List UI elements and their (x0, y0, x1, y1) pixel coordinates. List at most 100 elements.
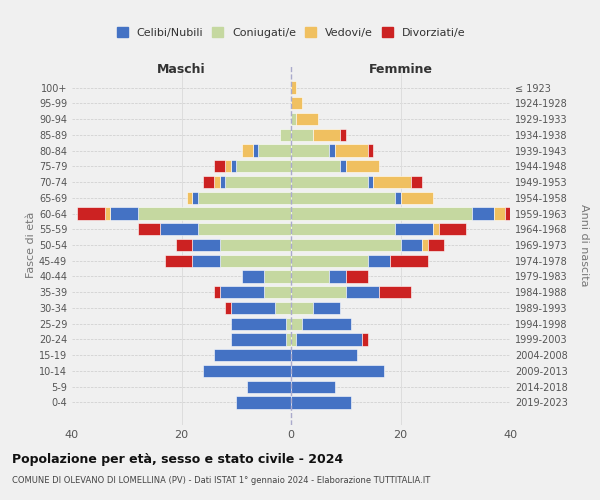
Bar (203, 365, 291, 377)
Bar (263, 270, 291, 282)
Bar (138, 223, 160, 235)
Bar (291, 97, 302, 110)
Bar (389, 254, 428, 267)
Bar (105, 208, 110, 220)
Bar (505, 208, 526, 220)
Bar (291, 365, 384, 377)
Bar (198, 223, 291, 235)
Bar (401, 192, 433, 204)
Bar (231, 318, 286, 330)
Bar (263, 286, 291, 298)
Bar (296, 113, 319, 125)
Bar (236, 160, 291, 172)
Bar (165, 254, 193, 267)
Bar (242, 270, 263, 282)
Bar (291, 286, 346, 298)
Bar (291, 176, 368, 188)
Bar (291, 270, 329, 282)
Bar (291, 396, 351, 408)
Bar (214, 349, 291, 362)
Bar (236, 396, 291, 408)
Bar (138, 208, 291, 220)
Y-axis label: Fasce di età: Fasce di età (26, 212, 36, 278)
Bar (214, 286, 220, 298)
Bar (291, 380, 335, 393)
Bar (291, 208, 472, 220)
Bar (395, 192, 401, 204)
Bar (220, 176, 226, 188)
Bar (77, 208, 105, 220)
Bar (214, 176, 220, 188)
Bar (291, 144, 329, 156)
Bar (214, 160, 226, 172)
Bar (379, 286, 412, 298)
Bar (313, 302, 340, 314)
Bar (226, 302, 231, 314)
Bar (401, 239, 422, 251)
Bar (291, 239, 401, 251)
Bar (296, 334, 362, 345)
Bar (291, 318, 302, 330)
Bar (368, 176, 373, 188)
Bar (226, 176, 291, 188)
Bar (242, 144, 253, 156)
Bar (187, 192, 193, 204)
Bar (275, 302, 291, 314)
Bar (220, 254, 291, 267)
Bar (291, 302, 313, 314)
Bar (231, 334, 286, 345)
Legend: Celibi/Nubili, Coniugati/e, Vedovi/e, Divorziati/e: Celibi/Nubili, Coniugati/e, Vedovi/e, Di… (116, 28, 466, 38)
Bar (291, 334, 296, 345)
Bar (373, 176, 412, 188)
Bar (313, 128, 340, 141)
Bar (176, 239, 193, 251)
Text: Maschi: Maschi (157, 64, 206, 76)
Bar (291, 254, 368, 267)
Bar (291, 82, 296, 94)
Bar (286, 318, 291, 330)
Bar (258, 144, 291, 156)
Bar (368, 254, 389, 267)
Bar (346, 160, 379, 172)
Bar (340, 160, 346, 172)
Bar (422, 239, 428, 251)
Bar (340, 128, 346, 141)
Bar (193, 192, 198, 204)
Y-axis label: Anni di nascita: Anni di nascita (580, 204, 589, 286)
Bar (193, 254, 220, 267)
Bar (193, 239, 220, 251)
Bar (291, 223, 395, 235)
Text: Popolazione per età, sesso e stato civile - 2024: Popolazione per età, sesso e stato civil… (12, 452, 343, 466)
Bar (231, 160, 236, 172)
Bar (291, 128, 313, 141)
Bar (220, 286, 263, 298)
Bar (280, 128, 291, 141)
Bar (253, 144, 258, 156)
Bar (335, 144, 368, 156)
Bar (198, 192, 291, 204)
Bar (433, 223, 439, 235)
Bar (291, 192, 395, 204)
Text: COMUNE DI OLEVANO DI LOMELLINA (PV) - Dati ISTAT 1° gennaio 2024 - Elaborazione : COMUNE DI OLEVANO DI LOMELLINA (PV) - Da… (12, 476, 430, 485)
Bar (302, 318, 351, 330)
Bar (472, 208, 494, 220)
Bar (286, 334, 291, 345)
Bar (494, 208, 505, 220)
Bar (220, 239, 291, 251)
Bar (291, 160, 340, 172)
Bar (368, 144, 373, 156)
Bar (160, 223, 198, 235)
Bar (231, 302, 275, 314)
Bar (110, 208, 138, 220)
Bar (329, 144, 335, 156)
Bar (362, 334, 368, 345)
Bar (203, 176, 214, 188)
Bar (395, 223, 433, 235)
Bar (439, 223, 466, 235)
Bar (346, 270, 368, 282)
Bar (291, 349, 356, 362)
Bar (412, 176, 422, 188)
Bar (226, 160, 231, 172)
Bar (346, 286, 379, 298)
Bar (428, 239, 444, 251)
